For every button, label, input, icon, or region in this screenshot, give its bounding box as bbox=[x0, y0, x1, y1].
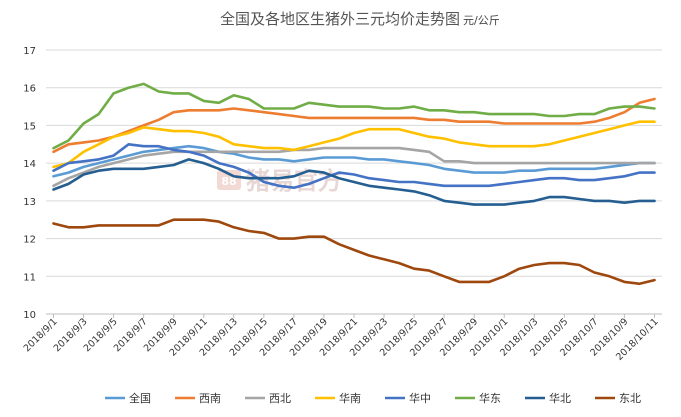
y-tick-label: 13 bbox=[23, 197, 36, 208]
watermark-logo-icon bbox=[217, 170, 241, 190]
legend-label: 华中 bbox=[409, 391, 431, 405]
series-line-8 bbox=[52, 218, 656, 286]
series-line-1 bbox=[52, 144, 656, 178]
chart-unit: 元/公斤 bbox=[463, 14, 500, 27]
legend-label: 华北 bbox=[549, 391, 571, 405]
legend-label: 华东 bbox=[479, 391, 501, 405]
y-tick-label: 10 bbox=[23, 310, 36, 321]
legend-label: 全国 bbox=[129, 391, 151, 405]
y-tick-label: 12 bbox=[23, 235, 36, 246]
y-tick-label: 15 bbox=[23, 121, 36, 132]
chart-title: 全国及各地区生猪外三元均价走势图 bbox=[220, 10, 460, 28]
series-line-5 bbox=[52, 143, 656, 189]
series-line-3 bbox=[52, 146, 656, 188]
legend-label: 西北 bbox=[269, 392, 291, 405]
series-line-7 bbox=[52, 158, 656, 206]
series-lines bbox=[52, 82, 656, 286]
watermark-logo-mark: 88 bbox=[221, 175, 236, 188]
y-tick-label: 16 bbox=[23, 84, 36, 95]
y-axis-ticks: 10 11 12 13 14 15 16 17 bbox=[23, 46, 36, 321]
legend: 全国 西南 西北 华南 华中 华东 华北 东北 bbox=[105, 391, 641, 405]
legend-label: 东北 bbox=[619, 392, 641, 405]
series-line-4 bbox=[52, 120, 656, 169]
x-axis-ticks: 2018/9/12018/9/32018/9/52018/9/72018/9/9… bbox=[22, 314, 661, 363]
series-line-6 bbox=[52, 82, 656, 150]
y-tick-label: 14 bbox=[23, 159, 36, 170]
y-tick-label: 11 bbox=[23, 272, 36, 283]
legend-label: 华南 bbox=[339, 391, 361, 405]
legend-label: 西南 bbox=[199, 392, 221, 405]
series-line-2 bbox=[52, 97, 656, 154]
y-tick-label: 17 bbox=[23, 46, 36, 57]
